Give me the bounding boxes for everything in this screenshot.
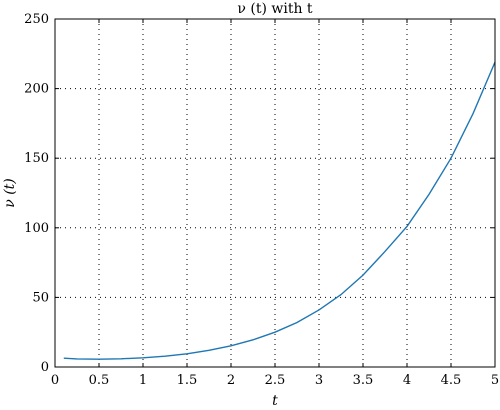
x-tick-label: 4 bbox=[403, 373, 411, 388]
x-tick-label: 3 bbox=[315, 373, 323, 388]
y-tick-label: 150 bbox=[24, 151, 49, 166]
x-tick-label: 0.5 bbox=[89, 373, 110, 388]
grid bbox=[55, 19, 495, 367]
x-tick-labels: 0 0.5 1 1.5 2 2.5 3 3.5 4 4.5 5 bbox=[51, 373, 499, 388]
x-tick-label: 0 bbox=[51, 373, 59, 388]
x-tick-label: 1.5 bbox=[177, 373, 198, 388]
series-layer bbox=[63, 61, 496, 360]
x-axis-label: t bbox=[272, 393, 278, 409]
chart-title: ν (t) with t bbox=[237, 1, 313, 17]
y-tick-label: 100 bbox=[24, 221, 49, 236]
y-tick-label: 200 bbox=[24, 82, 49, 97]
x-tick-label: 4.5 bbox=[441, 373, 462, 388]
x-tick-label: 3.5 bbox=[353, 373, 374, 388]
y-tick-label: 0 bbox=[41, 360, 49, 375]
y-tick-labels: 0 50 100 150 200 250 bbox=[24, 12, 49, 375]
series-line bbox=[63, 61, 496, 360]
y-axis-label: ν (t) bbox=[2, 178, 18, 208]
plot-frame bbox=[54, 18, 496, 368]
y-tick-label: 250 bbox=[24, 12, 49, 27]
x-tick-label: 5 bbox=[491, 373, 499, 388]
x-tick-label: 1 bbox=[139, 373, 147, 388]
y-tick-label: 50 bbox=[32, 290, 49, 305]
x-tick-label: 2.5 bbox=[265, 373, 286, 388]
x-tick-label: 2 bbox=[227, 373, 235, 388]
